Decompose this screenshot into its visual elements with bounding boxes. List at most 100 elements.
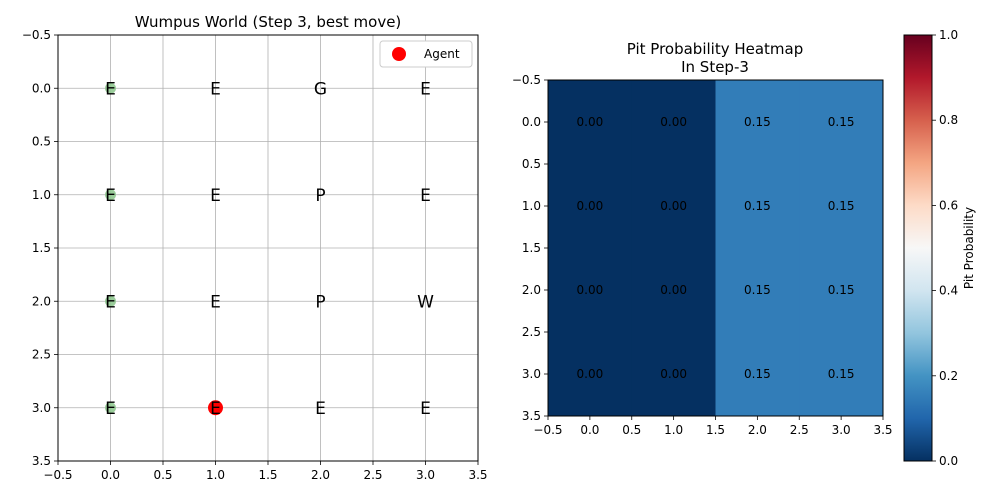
cell-label: E <box>210 292 221 312</box>
heatmap-value-label: 0.15 <box>828 367 855 381</box>
visited-marker <box>105 295 116 307</box>
heatmap-x-tick-label: 1.5 <box>706 423 725 437</box>
agent-marker <box>208 400 223 416</box>
colorbar-tick-label: 0.6 <box>939 198 958 212</box>
cell-labels: E E G E E E P E E E P W E E E E <box>105 79 434 419</box>
heatmap-cell <box>631 248 716 333</box>
visited-markers <box>105 82 116 414</box>
y-tick-label: 0.0 <box>32 81 51 95</box>
x-tick-label: 1.5 <box>258 468 277 482</box>
heatmap-cell <box>799 164 884 249</box>
y-tick-label: 1.5 <box>32 241 51 255</box>
cell-label: W <box>417 292 434 312</box>
heatmap-value-label: 0.15 <box>744 199 771 213</box>
legend-box <box>379 40 473 68</box>
cell-label: E <box>105 79 116 99</box>
y-tick-label: 0.5 <box>32 135 51 149</box>
heatmap-value-label: 0.15 <box>828 283 855 297</box>
wumpus-world-chart: Wumpus World (Step 3, best move) E E G E E E P… <box>22 13 488 482</box>
heatmap-x-tick-label: 3.0 <box>832 423 851 437</box>
x-tick-label: −0.5 <box>43 468 72 482</box>
heatmap-y-ticks: −0.5 0.0 0.5 1.0 1.5 2.0 2.5 3.0 3.5 <box>512 73 548 423</box>
heatmap-cell <box>799 248 884 333</box>
heatmap-value-label: 0.00 <box>660 199 687 213</box>
heatmap-x-tick-label: 0.5 <box>622 423 641 437</box>
heatmap-cell <box>631 164 716 249</box>
cell-label: E <box>420 186 431 206</box>
heatmap-x-ticks: −0.5 0.0 0.5 1.0 1.5 2.0 2.5 3.0 3.5 <box>533 416 893 437</box>
cell-label: E <box>105 292 116 312</box>
heatmap-value-labels: 0.00 0.00 0.15 0.15 0.00 0.00 0.15 0.15 0.00 0.00… <box>577 115 855 381</box>
y-tick-label: −0.5 <box>22 28 51 42</box>
agent-marker-group <box>208 400 223 416</box>
heatmap-x-tick-label: 2.0 <box>748 423 767 437</box>
heatmap-y-tick-label: 2.0 <box>522 283 541 297</box>
heatmap-x-tick-label: 2.5 <box>790 423 809 437</box>
x-tick-label: 3.5 <box>468 468 487 482</box>
heatmap-value-label: 0.00 <box>577 283 604 297</box>
heatmap-value-label: 0.00 <box>577 199 604 213</box>
y-tick-label: 2.0 <box>32 294 51 308</box>
cell-label: E <box>210 399 221 419</box>
visited-marker <box>105 82 116 94</box>
colorbar-ticks: 0.0 0.2 0.4 0.6 0.8 1.0 <box>932 28 958 468</box>
heatmap-y-tick-label: 2.5 <box>522 325 541 339</box>
heatmap-x-tick-label: 3.5 <box>873 423 892 437</box>
heatmap-y-tick-label: 0.0 <box>522 115 541 129</box>
heatmap-cell <box>548 248 633 333</box>
heatmap-title-line-1: Pit Probability Heatmap <box>627 40 804 58</box>
colorbar: 0.0 0.2 0.4 0.6 0.8 1.0 Pit Probability <box>903 28 976 468</box>
heatmap-y-tick-label: 1.5 <box>522 241 541 255</box>
x-tick-label: 1.0 <box>206 468 225 482</box>
cell-label: E <box>105 399 116 419</box>
cell-label: P <box>315 186 325 206</box>
heatmap-cell <box>715 80 800 165</box>
heatmap-cells <box>548 80 884 417</box>
heatmap-cell <box>548 332 633 417</box>
colorbar-label: Pit Probability <box>962 207 976 289</box>
cell-label: E <box>420 399 431 419</box>
heatmap-cell <box>715 332 800 417</box>
colorbar-tick-label: 0.2 <box>939 369 958 383</box>
heatmap-value-label: 0.15 <box>744 367 771 381</box>
cell-label: E <box>315 399 326 419</box>
colorbar-tick-label: 0.0 <box>939 454 958 468</box>
heatmap-value-label: 0.15 <box>828 199 855 213</box>
heatmap-y-tick-label: −0.5 <box>512 73 541 87</box>
heatmap-value-label: 0.00 <box>660 367 687 381</box>
cell-label: G <box>314 79 327 99</box>
heatmap-cell <box>715 164 800 249</box>
heatmap-cell <box>548 80 633 165</box>
y-tick-label: 1.0 <box>32 188 51 202</box>
heatmap-value-label: 0.00 <box>577 115 604 129</box>
heatmap-cell <box>548 164 633 249</box>
cell-label: P <box>315 292 325 312</box>
visited-marker <box>105 402 116 414</box>
colorbar-tick-label: 0.8 <box>939 113 958 127</box>
x-tick-label: 3.0 <box>416 468 435 482</box>
heatmap-x-tick-label: 0.0 <box>580 423 599 437</box>
heatmap-value-label: 0.15 <box>744 115 771 129</box>
cell-label: E <box>105 186 116 206</box>
heatmap-title-line-2: In Step-3 <box>681 58 749 76</box>
wumpus-y-ticks: −0.5 0.0 0.5 1.0 1.5 2.0 2.5 3.0 3.5 <box>22 28 58 468</box>
x-tick-label: 0.5 <box>153 468 172 482</box>
y-tick-label: 2.5 <box>32 348 51 362</box>
heatmap-cell <box>799 80 884 165</box>
heatmap-value-label: 0.15 <box>828 115 855 129</box>
heatmap-y-tick-label: 0.5 <box>522 157 541 171</box>
heatmap-x-tick-label: 1.0 <box>664 423 683 437</box>
wumpus-chart-title: Wumpus World (Step 3, best move) <box>135 13 402 31</box>
wumpus-grid-lines <box>57 34 479 462</box>
heatmap-cell <box>799 332 884 417</box>
heatmap-value-label: 0.00 <box>660 115 687 129</box>
heatmap-value-label: 0.00 <box>660 283 687 297</box>
x-tick-label: 2.0 <box>311 468 330 482</box>
y-tick-label: 3.0 <box>32 401 51 415</box>
x-tick-label: 0.0 <box>101 468 120 482</box>
heatmap-x-tick-label: −0.5 <box>533 423 562 437</box>
heatmap-cell <box>631 80 716 165</box>
heatmap-y-tick-label: 3.0 <box>522 367 541 381</box>
heatmap-cell <box>631 332 716 417</box>
